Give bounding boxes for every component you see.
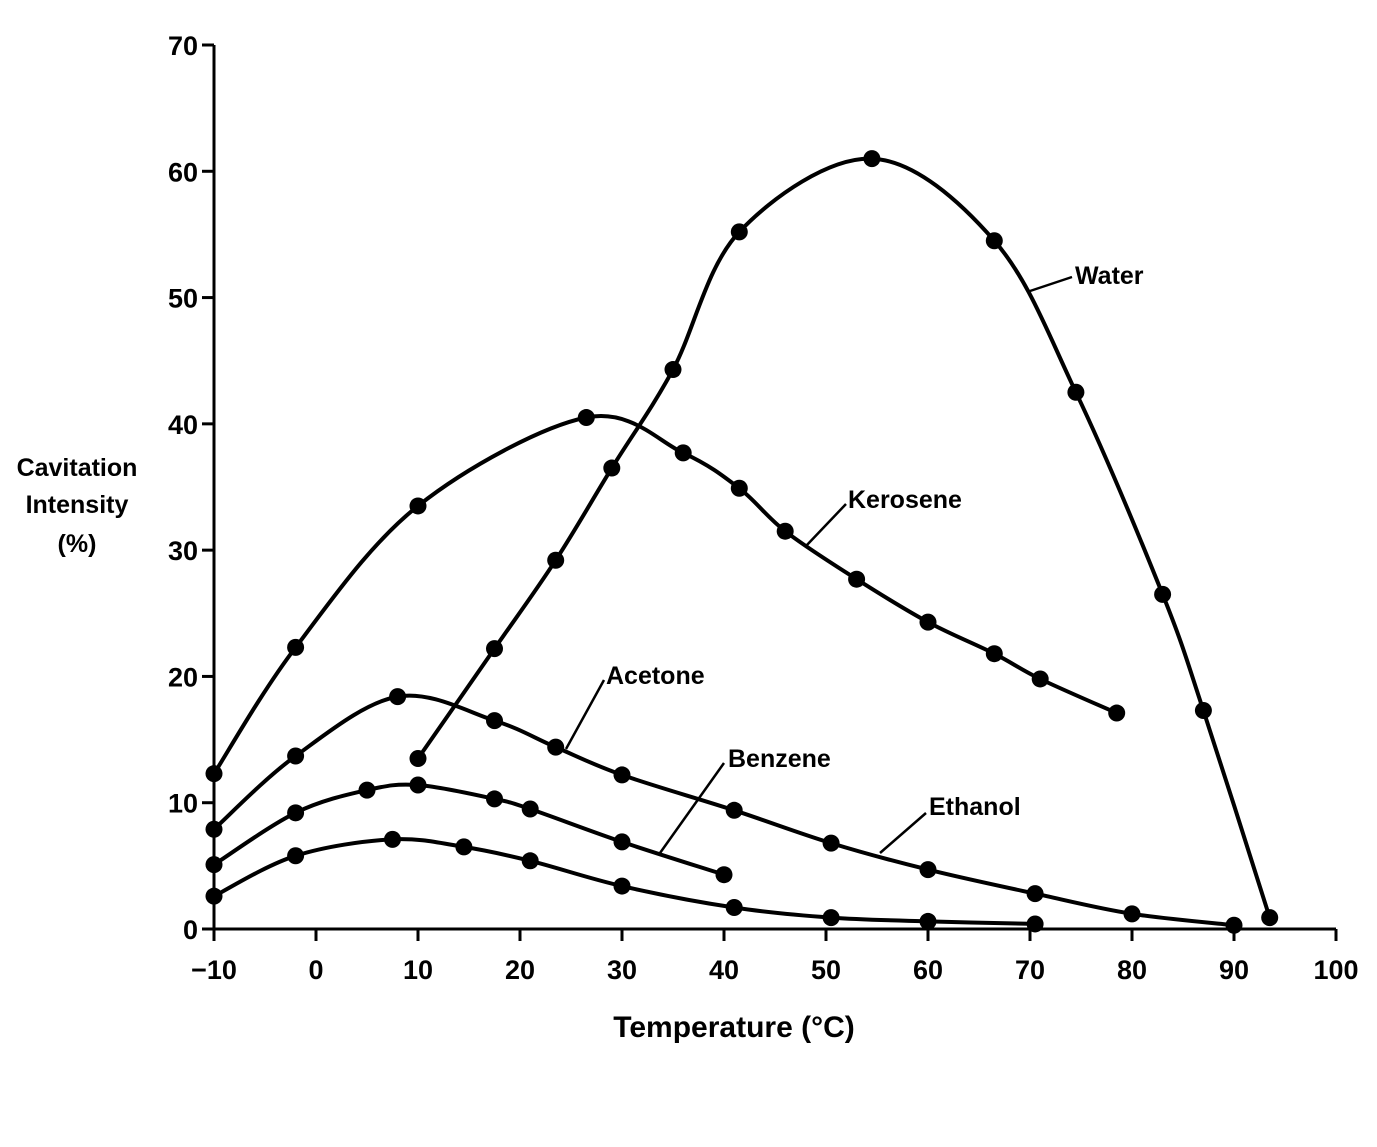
kerosene-label: Kerosene: [848, 486, 962, 514]
water-label-leader: [1026, 275, 1073, 294]
water-label: Water: [1075, 262, 1144, 290]
x-tick-label: 10: [403, 955, 433, 985]
water-point: [1194, 702, 1212, 720]
x-tick-label: 20: [505, 955, 535, 985]
ethanol-point: [521, 852, 539, 870]
water-point: [547, 551, 565, 569]
kerosene-point: [985, 645, 1003, 663]
acetone-label-leader: [564, 679, 606, 750]
kerosene-label-leader: [805, 503, 847, 547]
acetone-point: [725, 801, 743, 819]
kerosene-point: [205, 765, 223, 783]
benzene-point: [205, 856, 223, 874]
benzene-point: [613, 833, 631, 851]
x-tick-label: 90: [1219, 955, 1249, 985]
acetone-label: Acetone: [606, 662, 705, 690]
acetone-point: [486, 712, 503, 730]
kerosene-point: [577, 409, 595, 427]
ethanol-point: [205, 887, 223, 905]
series-labels: Water Kerosene Acetone Benzene Ethanol: [564, 262, 1144, 854]
x-tick-label: 80: [1117, 955, 1147, 985]
acetone-curve: [212, 693, 1236, 928]
benzene-point: [358, 781, 376, 799]
ethanol-point: [919, 912, 937, 930]
x-tick-label: 100: [1313, 955, 1358, 985]
water-point: [730, 223, 748, 241]
y-tick-label: 0: [183, 915, 198, 945]
data-points: [205, 150, 1279, 934]
ethanol-point: [1026, 915, 1044, 933]
acetone-point: [1026, 885, 1044, 903]
kerosene-point: [776, 522, 794, 540]
benzene-point: [486, 790, 503, 808]
water-point: [1154, 585, 1172, 603]
water-point: [603, 459, 621, 477]
ethanol-point: [287, 847, 305, 865]
kerosene-point: [409, 497, 427, 515]
x-tick-label: −10: [191, 955, 237, 985]
x-tick-label: 0: [308, 955, 323, 985]
y-tick-label: 40: [168, 410, 198, 440]
water-point: [1261, 909, 1279, 927]
benzene-point: [409, 776, 427, 794]
ethanol-point: [613, 877, 631, 895]
kerosene-point: [730, 479, 748, 497]
kerosene-point: [287, 638, 305, 656]
ethanol-label-leader: [879, 812, 927, 854]
acetone-point: [287, 747, 305, 765]
water-point: [486, 640, 503, 658]
y-tick-label: 50: [168, 284, 198, 314]
y-tick-label: 30: [168, 536, 198, 566]
y-axis-title-line: Intensity: [26, 491, 129, 519]
x-tick-label: 70: [1015, 955, 1045, 985]
acetone-point: [822, 834, 840, 852]
axis-titles: Temperature (°C) Cavitation Intensity (%…: [17, 454, 855, 1044]
y-axis-title-line: Cavitation: [17, 454, 138, 482]
y-axis-title-line: (%): [58, 530, 97, 558]
y-tick-label: 60: [168, 157, 198, 187]
water-point: [409, 750, 427, 768]
acetone-point: [205, 820, 223, 838]
ethanol-point: [822, 909, 840, 927]
kerosene-point: [674, 444, 692, 462]
acetone-point: [547, 738, 565, 756]
ethanol-point: [455, 838, 473, 856]
ethanol-point: [725, 899, 743, 917]
x-tick-label: 40: [709, 955, 739, 985]
kerosene-point: [1031, 670, 1049, 688]
x-tick-label: 30: [607, 955, 637, 985]
kerosene-point: [1108, 704, 1126, 722]
x-tick-label: 60: [913, 955, 943, 985]
benzene-label: Benzene: [728, 745, 831, 773]
acetone-point: [1123, 905, 1141, 923]
kerosene-point: [848, 570, 866, 588]
water-point: [664, 361, 682, 379]
acetone-point: [919, 861, 937, 879]
x-axis-title: Temperature (°C): [613, 1011, 854, 1044]
benzene-point: [287, 804, 305, 822]
benzene-point: [521, 800, 539, 818]
ethanol-curve: [212, 837, 1038, 926]
ethanol-point: [384, 830, 401, 848]
benzene-label-leader: [658, 762, 726, 854]
acetone-point: [613, 766, 631, 784]
y-tick-label: 70: [168, 31, 198, 61]
acetone-point: [1225, 916, 1243, 934]
ethanol-label: Ethanol: [929, 793, 1021, 821]
axes: −10 0 10 20 30 40 50 60 70 80 90 100 0 10 20 30 40 50 60 70: [168, 31, 1359, 985]
y-tick-label: 10: [168, 789, 198, 819]
water-point: [1067, 383, 1085, 401]
y-tick-label: 20: [168, 662, 198, 692]
x-tick-label: 50: [811, 955, 841, 985]
water-point: [985, 232, 1003, 250]
water-point: [863, 150, 881, 168]
kerosene-point: [919, 613, 937, 631]
benzene-point: [715, 866, 733, 884]
acetone-point: [389, 688, 407, 706]
